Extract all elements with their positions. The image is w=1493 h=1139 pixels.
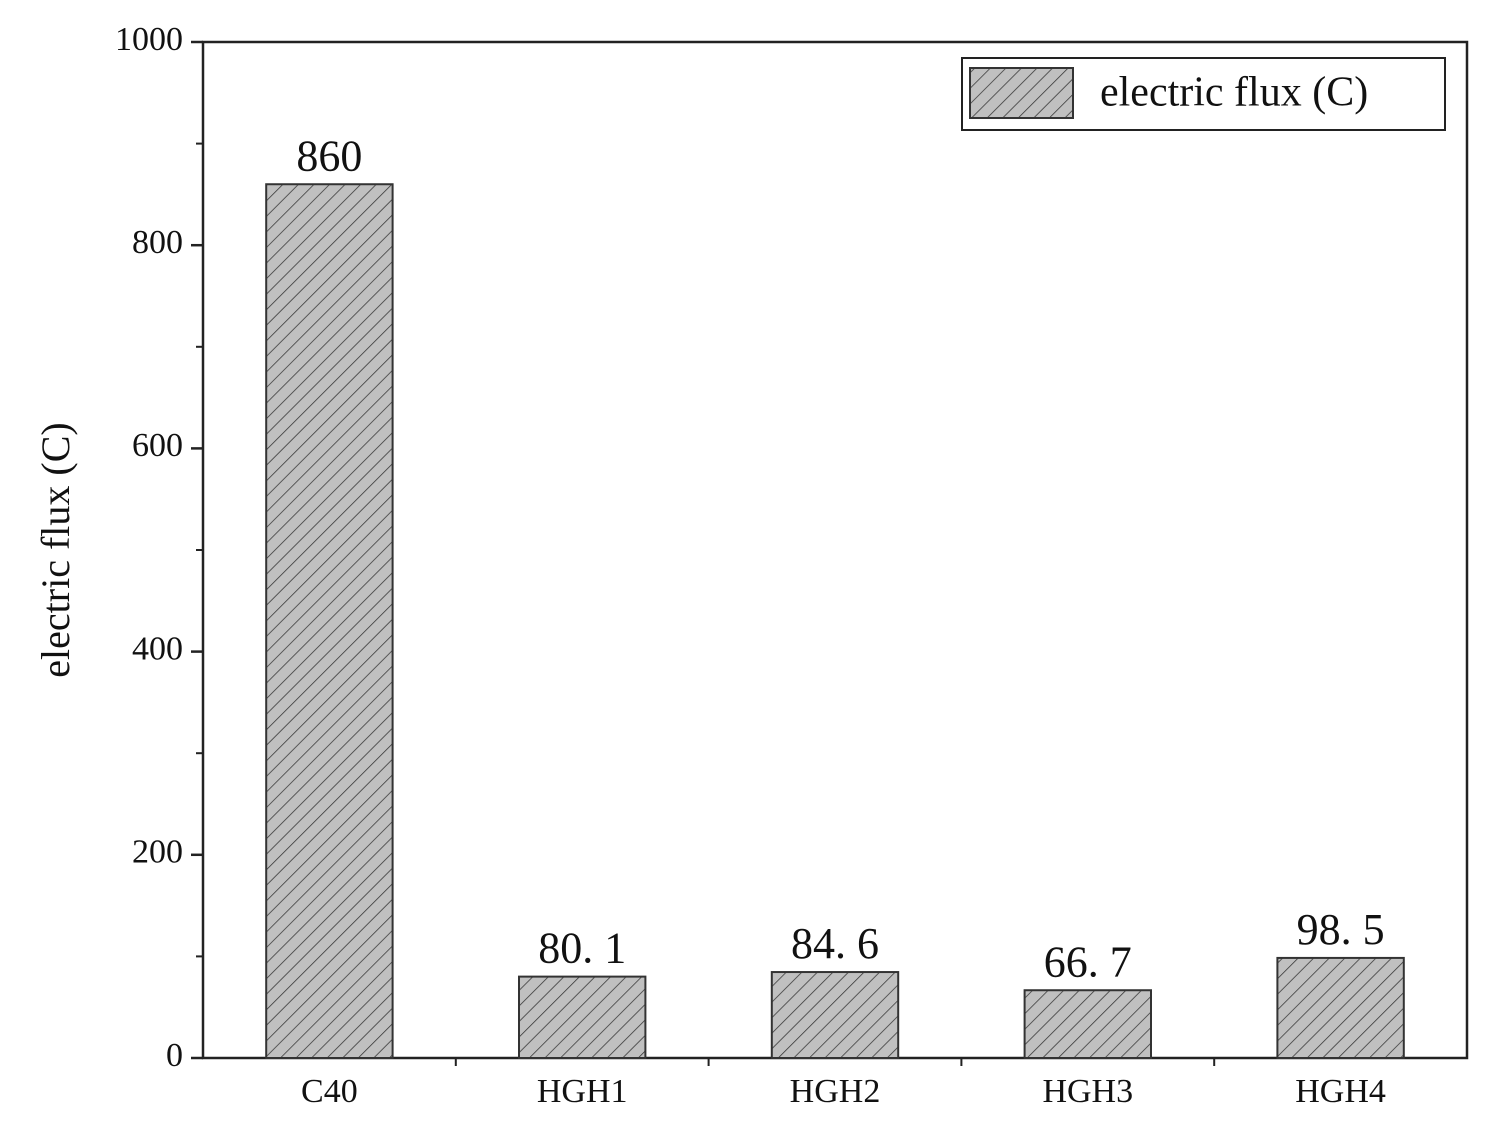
value-label: 80. 1 — [538, 924, 626, 973]
bar-hatch — [1023, 989, 1152, 1059]
x-tick-label: HGH2 — [790, 1073, 881, 1110]
value-label: 98. 5 — [1297, 905, 1385, 954]
y-axis-label: electric flux (C) — [33, 422, 78, 677]
y-tick-label: 800 — [132, 224, 183, 261]
y-tick-label: 0 — [166, 1037, 183, 1074]
x-tick-label: HGH4 — [1295, 1073, 1386, 1110]
value-label: 860 — [296, 131, 362, 180]
value-label: 66. 7 — [1044, 937, 1132, 986]
bar-hatch — [518, 975, 647, 1060]
x-tick-label: HGH1 — [537, 1073, 628, 1110]
y-tick-label: 400 — [132, 630, 183, 667]
y-tick-label: 1000 — [115, 21, 183, 58]
bar-hatch — [265, 183, 394, 1060]
x-tick-label: C40 — [301, 1073, 358, 1110]
legend-label: electric flux (C) — [1100, 70, 1368, 116]
value-label: 84. 6 — [791, 919, 879, 968]
bar-hatch — [1276, 956, 1405, 1060]
y-tick-label: 200 — [132, 834, 183, 871]
bar-hatch — [770, 971, 900, 1059]
y-tick-label: 600 — [132, 427, 183, 464]
x-tick-label: HGH3 — [1042, 1073, 1133, 1110]
legend-swatch-hatch — [969, 67, 1074, 119]
